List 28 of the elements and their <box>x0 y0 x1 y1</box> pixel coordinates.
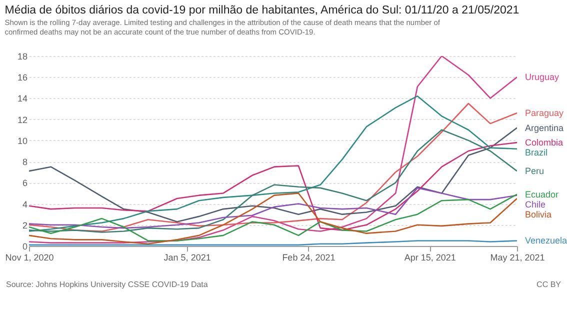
source-note: Source: Johns Hopkins University CSSE COVID-19 Data <box>6 280 208 289</box>
series-label: Colombia <box>525 138 564 148</box>
y-tick-label: 0 <box>22 242 28 252</box>
series-label: Ecuador <box>525 189 559 200</box>
chart-title: Média de óbitos diários da covid-19 por milhão de habitantes, América do Sul: 01/11/20 a 21/05/2021 <box>4 4 520 16</box>
y-tick-label: 16 <box>17 72 28 83</box>
y-tick-label: 14 <box>17 94 28 104</box>
x-tick-label: Nov 1, 2020 <box>5 252 54 262</box>
series-label: Brazil <box>525 148 548 158</box>
series-label: Venezuela <box>525 236 567 246</box>
series-label: Uruguay <box>525 72 560 82</box>
series-label: Peru <box>525 166 544 176</box>
series-label: Chile <box>525 199 546 210</box>
y-tick-label: 8 <box>22 157 28 168</box>
x-tick-label: Apr 15, 2021 <box>404 252 456 262</box>
y-tick-label: 6 <box>22 178 28 188</box>
x-tick-label: Jan 5, 2021 <box>164 252 211 262</box>
x-tick-label: Feb 24, 2021 <box>282 252 336 262</box>
y-tick-label: 18 <box>17 52 28 62</box>
x-tick-label: May 21, 2021 <box>490 252 545 262</box>
series-label: Bolivia <box>525 209 552 220</box>
series-label: Paraguay <box>525 108 564 118</box>
y-tick-label: 4 <box>22 199 28 210</box>
y-tick-label: 2 <box>22 220 28 230</box>
text: CC BY <box>536 280 561 289</box>
series-label: Argentina <box>525 122 564 133</box>
y-tick-label: 10 <box>17 136 28 146</box>
y-tick-label: 12 <box>17 114 28 125</box>
